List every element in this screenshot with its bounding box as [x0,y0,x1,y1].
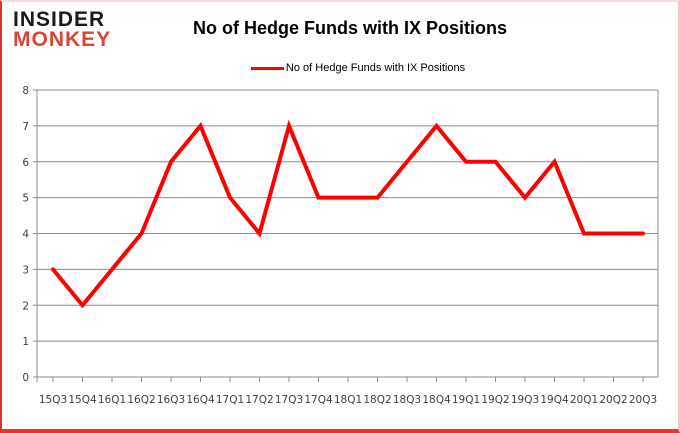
x-tick-label: 15Q3 [39,394,67,406]
x-tick-label: 16Q2 [127,394,155,406]
x-tick-label: 16Q1 [98,394,126,406]
y-tick-label: 8 [22,85,29,97]
x-tick-label: 19Q2 [481,394,509,406]
logo-line-monkey: MONKEY [13,27,112,51]
data-line-series [51,119,645,309]
y-tick-label: 1 [22,336,29,348]
y-tick-label: 5 [22,193,29,205]
y-tick-label: 7 [22,121,29,133]
x-tick-label: 19Q4 [540,394,569,406]
chart-legend: No of Hedge Funds with IX Positions [20,62,678,74]
x-tick-label: 17Q3 [275,394,303,406]
y-tick-label: 2 [22,300,29,312]
legend-label: No of Hedge Funds with IX Positions [285,62,466,74]
x-tick-label: 18Q1 [334,394,362,406]
x-tick-label: 19Q3 [511,394,539,406]
x-tick-label: 20Q2 [599,394,627,406]
x-tick-label: 16Q4 [186,394,215,406]
x-tick-label: 18Q4 [422,394,451,406]
y-tick-label: 0 [22,372,29,384]
x-tick-label: 18Q3 [393,394,421,406]
x-tick-label: 15Q4 [68,394,97,406]
legend-line-swatch-icon [250,66,284,70]
x-tick-label: 17Q1 [216,394,244,406]
x-tick-label: 19Q1 [452,394,480,406]
x-tick-label: 17Q4 [304,394,333,406]
x-tick-label: 18Q2 [363,394,391,406]
y-tick-label: 3 [22,264,29,276]
x-tick-label: 16Q3 [157,394,185,406]
y-tick-label: 6 [22,157,29,169]
x-tick-label: 20Q1 [570,394,598,406]
y-tick-label: 4 [22,229,29,241]
chart-title: No of Hedge Funds with IX Positions [193,18,507,38]
insider-monkey-logo: INSIDER MONKEY [13,8,112,51]
x-tick-label: 20Q3 [629,394,657,406]
x-tick-label: 17Q2 [245,394,273,406]
logo-line-insider: INSIDER [13,8,106,31]
